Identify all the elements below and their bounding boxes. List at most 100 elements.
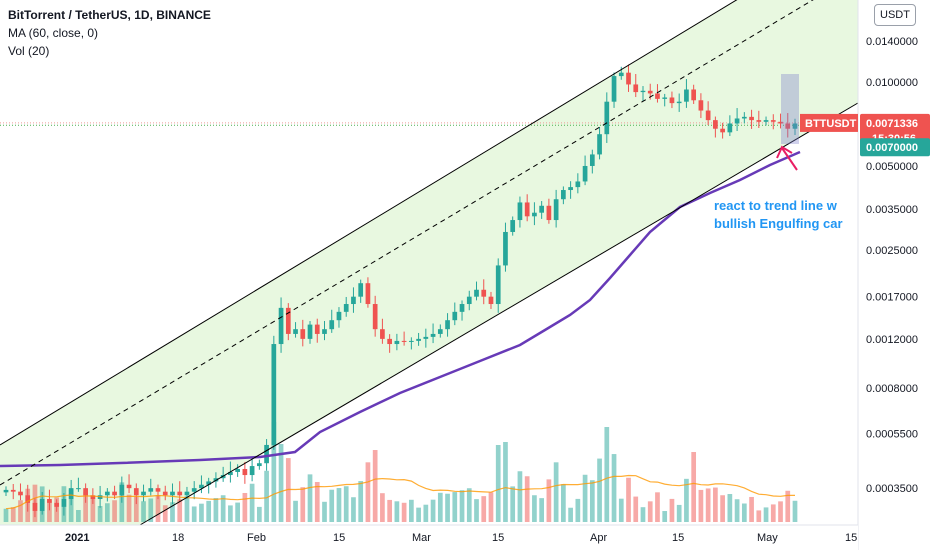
annotation-arrow bbox=[781, 147, 798, 171]
candle-body bbox=[756, 120, 762, 122]
candle-body bbox=[459, 304, 465, 312]
candle-body bbox=[626, 72, 631, 85]
volume-bar bbox=[495, 445, 501, 522]
volume-bar bbox=[278, 444, 284, 522]
candle-body bbox=[68, 488, 74, 500]
candle-body bbox=[633, 84, 639, 93]
volume-bar bbox=[474, 499, 479, 522]
volume-bar bbox=[358, 481, 364, 522]
volume-bar bbox=[452, 492, 458, 522]
candle-body bbox=[430, 333, 436, 337]
candle-body bbox=[445, 320, 450, 330]
candle-body bbox=[271, 344, 277, 445]
volume-bar bbox=[756, 510, 762, 522]
volume-bar bbox=[97, 505, 103, 522]
volume-bar bbox=[141, 501, 146, 522]
x-tick-label: 15 bbox=[845, 532, 857, 544]
candle-body bbox=[18, 491, 23, 496]
candle-body bbox=[336, 311, 342, 321]
candle-body bbox=[669, 97, 675, 104]
candle-body bbox=[358, 283, 364, 297]
candle-body bbox=[365, 283, 371, 305]
volume-bar bbox=[314, 481, 320, 522]
candle-body bbox=[720, 128, 725, 133]
annotation-line-2: bullish Engulfing car bbox=[714, 216, 843, 231]
candle-body bbox=[763, 120, 769, 122]
volume-bar bbox=[329, 489, 335, 522]
volume-bar bbox=[633, 496, 639, 522]
volume-bar bbox=[698, 489, 704, 522]
candle-body bbox=[307, 324, 313, 339]
volume-bar bbox=[749, 496, 754, 522]
volume-bar bbox=[213, 498, 219, 522]
volume-bars bbox=[3, 422, 798, 522]
currency-unit-button[interactable]: USDT bbox=[874, 4, 916, 26]
candle-body bbox=[705, 110, 711, 121]
candle-body bbox=[662, 97, 668, 99]
candle-body bbox=[452, 311, 458, 321]
candle-body bbox=[126, 484, 132, 489]
level-tag-bg bbox=[860, 138, 930, 157]
candle-body bbox=[749, 116, 754, 121]
candle-body bbox=[734, 118, 740, 124]
x-tick-label: 15 bbox=[492, 532, 504, 544]
volume-bar bbox=[155, 495, 161, 522]
ma-60-line bbox=[0, 150, 801, 468]
candle-body bbox=[184, 491, 190, 496]
candle-body bbox=[792, 123, 798, 129]
volume-bar bbox=[792, 500, 798, 522]
volume-bar bbox=[83, 491, 88, 522]
candle-body bbox=[691, 89, 697, 101]
candle-body bbox=[256, 463, 262, 467]
candle-body bbox=[314, 324, 320, 334]
y-tick-label: 0.0100000 bbox=[866, 77, 918, 89]
candle-body bbox=[191, 488, 197, 492]
volume-bar bbox=[532, 495, 537, 522]
candle-body bbox=[387, 338, 392, 345]
y-tick-label: 0.0050000 bbox=[866, 161, 918, 173]
candle-body bbox=[409, 340, 414, 342]
volume-bar bbox=[611, 454, 617, 522]
candle-body bbox=[437, 329, 443, 334]
candle-body bbox=[561, 190, 566, 200]
volume-bar bbox=[713, 487, 718, 522]
candle-body bbox=[618, 72, 624, 77]
y-tick-label: 0.0017000 bbox=[866, 292, 918, 304]
volume-bar bbox=[112, 500, 117, 522]
x-tick-label: Mar bbox=[412, 532, 431, 544]
candle-body bbox=[10, 489, 16, 492]
x-tick-label: 15 bbox=[333, 532, 345, 544]
volume-bar bbox=[763, 507, 769, 522]
volume-bar bbox=[372, 450, 378, 522]
candle-body bbox=[133, 488, 139, 496]
candle-body bbox=[285, 307, 291, 334]
candle-body bbox=[597, 134, 602, 155]
candle-body bbox=[698, 100, 704, 111]
volume-bar bbox=[503, 442, 508, 522]
candle-body bbox=[39, 499, 45, 511]
volume-bar bbox=[242, 492, 248, 522]
volume-bar bbox=[445, 493, 450, 522]
time-axis-bg bbox=[0, 525, 858, 550]
volume-bar bbox=[68, 489, 74, 522]
channel-upper-line bbox=[0, 0, 738, 446]
candle-body bbox=[141, 491, 146, 496]
candle-body bbox=[589, 154, 595, 166]
volume-bar bbox=[669, 498, 675, 522]
volume-bar bbox=[561, 484, 566, 522]
volume-bar bbox=[778, 501, 783, 522]
volume-bar bbox=[133, 496, 139, 522]
volume-bar bbox=[582, 474, 588, 522]
volume-bar bbox=[488, 492, 494, 522]
candles bbox=[3, 64, 798, 518]
channel-lower-line bbox=[139, 99, 864, 526]
candle-body bbox=[148, 488, 154, 492]
candle-body bbox=[713, 120, 718, 129]
ma-indicator-label: MA (60, close, 0) bbox=[8, 26, 99, 40]
volume-bar bbox=[546, 479, 552, 522]
channel-fill bbox=[0, 0, 863, 525]
symbol-tag-bg bbox=[800, 113, 858, 132]
candle-body bbox=[343, 304, 349, 312]
volume-bar bbox=[459, 490, 465, 522]
